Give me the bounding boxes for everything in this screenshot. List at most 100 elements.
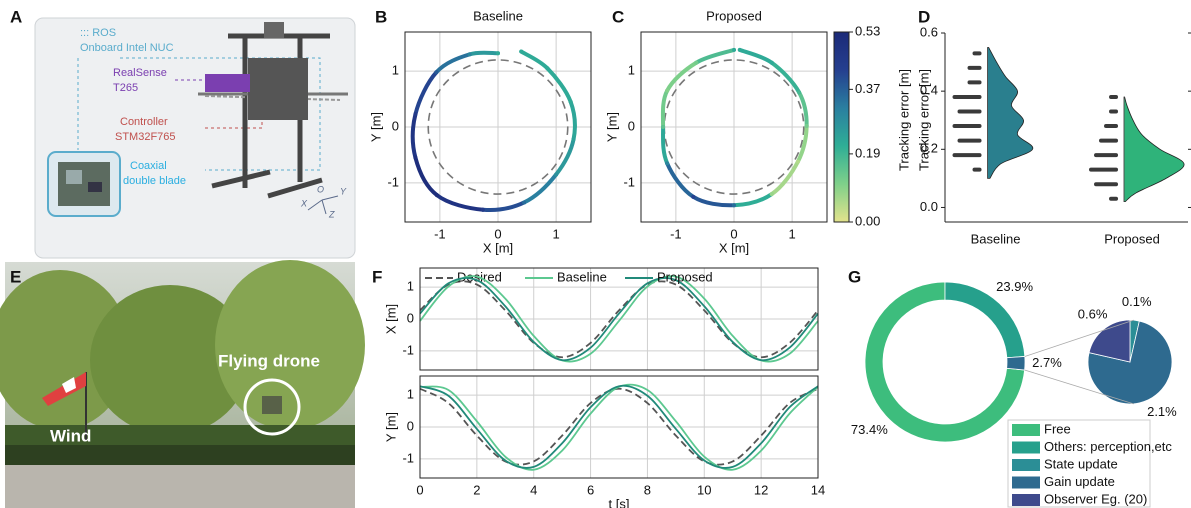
y-tick-label: 0 <box>407 310 414 325</box>
diagram-label: T265 <box>113 82 138 94</box>
trajectory-segment <box>545 66 573 104</box>
drone-leg <box>267 177 323 199</box>
x-tick-label: 6 <box>587 482 594 497</box>
trajectory-segment <box>665 161 696 199</box>
legend-label: Observer Eg. (20) <box>1044 491 1147 506</box>
data-label: 23.9% <box>996 279 1033 294</box>
x-tick-label: 1 <box>789 226 796 241</box>
legend-label: Proposed <box>657 269 713 284</box>
y-axis-label: Y [m] <box>368 112 383 142</box>
highlight-circle <box>243 378 301 436</box>
panel-label: E <box>10 267 21 286</box>
photo-label: Wind <box>50 426 91 445</box>
trajectory-point <box>737 47 742 52</box>
data-label: 2.7% <box>1032 355 1062 370</box>
y-axis-label: Tracking error [m] <box>896 69 911 171</box>
connector-line <box>1024 369 1134 405</box>
y-tick-label: 0.4 <box>920 83 938 98</box>
connector-line <box>1024 319 1134 357</box>
camera <box>205 74 250 92</box>
drone-top <box>264 22 284 38</box>
x-tick-label: 1 <box>553 226 560 241</box>
drone-leg <box>211 169 271 189</box>
axis-label: Z <box>328 209 335 219</box>
x-tick-label: Proposed <box>1104 231 1160 246</box>
diagram-label: RealSense <box>113 67 167 79</box>
x-axis-label: X [m] <box>483 240 513 255</box>
panel-label: C <box>612 7 624 26</box>
axis-arrow <box>321 199 327 215</box>
series-line <box>419 277 819 362</box>
legend-label: Baseline <box>557 269 607 284</box>
trajectory-segment <box>732 192 774 208</box>
trajectory-segment <box>568 99 577 142</box>
colorbar-tick-label: 0.53 <box>855 23 880 38</box>
tree <box>90 285 250 435</box>
x-tick-label: 10 <box>697 482 711 497</box>
donut-slice <box>864 281 1026 443</box>
panel-label: F <box>372 267 382 286</box>
series-line <box>419 384 819 469</box>
chart-title: Baseline <box>473 8 523 23</box>
series-line <box>419 387 819 466</box>
nuc-chip <box>66 170 82 184</box>
colorbar-tick-label: 0.19 <box>855 145 880 160</box>
donut-slice <box>1006 356 1026 371</box>
data-label: 2.1% <box>1147 404 1177 419</box>
data-label: 0.1% <box>1122 294 1152 309</box>
y-tick-label: -1 <box>402 450 414 465</box>
axis-label: O <box>317 184 324 194</box>
bushes <box>5 425 355 445</box>
trajectory-point <box>769 192 774 197</box>
x-tick-label: 0 <box>730 226 737 241</box>
trajectory-point <box>694 60 699 65</box>
x-tick-label: 12 <box>754 482 768 497</box>
trajectory-point <box>413 112 418 117</box>
data-label: 0.6% <box>1078 307 1108 322</box>
trajectory-segment <box>661 125 670 166</box>
trajectory-segment <box>434 52 472 75</box>
trajectory-point <box>545 66 550 71</box>
x-tick-label: -1 <box>670 226 682 241</box>
drone <box>262 396 282 414</box>
x-tick-label: 0 <box>416 482 423 497</box>
diagram-background <box>34 17 356 259</box>
violin <box>987 47 1034 179</box>
panel-e: Wind Flying drone <box>0 260 365 508</box>
trajectory-point <box>665 88 670 93</box>
x-axis-label: t [s] <box>609 496 630 508</box>
panel-a: ::: ROS Onboard Intel NUC RealSense T265… <box>34 17 356 259</box>
trajectory-point <box>480 207 485 212</box>
legend-label: Others: perception,etc <box>1044 439 1172 454</box>
trajectory-point <box>804 123 809 128</box>
trajectory-point <box>661 125 666 129</box>
pavement <box>5 465 355 508</box>
y-tick-label: 1 <box>628 63 635 78</box>
y-tick-label: -1 <box>402 342 414 357</box>
trajectory-segment <box>413 155 439 198</box>
y-tick-label: -1 <box>387 174 399 189</box>
plot-frame <box>419 375 819 479</box>
series-line <box>419 275 819 363</box>
y-axis-label: Y [m] <box>383 412 398 442</box>
x-tick-label: Baseline <box>971 231 1021 246</box>
diagram-label: Coaxial <box>130 160 167 172</box>
violin <box>1123 96 1185 203</box>
panel-label: G <box>848 267 861 286</box>
diagram-label: double blade <box>123 175 186 187</box>
panel-label: B <box>375 7 387 26</box>
diagram-label: Onboard Intel NUC <box>80 42 174 54</box>
y-tick-label: 0.2 <box>920 141 938 156</box>
windsock-stripe <box>62 377 76 393</box>
x-tick-label: 0 <box>494 226 501 241</box>
trajectory-segment <box>795 123 809 164</box>
trajectory-segment <box>413 70 439 117</box>
trajectory-point <box>732 47 736 52</box>
windsock <box>42 372 86 406</box>
y-axis-label: Y [m] <box>604 112 619 142</box>
legend-swatch <box>1012 424 1040 436</box>
trajectory-segment <box>480 200 527 212</box>
trajectory-point <box>571 137 576 142</box>
legend-label: State update <box>1044 456 1118 471</box>
trajectory-segment <box>522 172 559 205</box>
